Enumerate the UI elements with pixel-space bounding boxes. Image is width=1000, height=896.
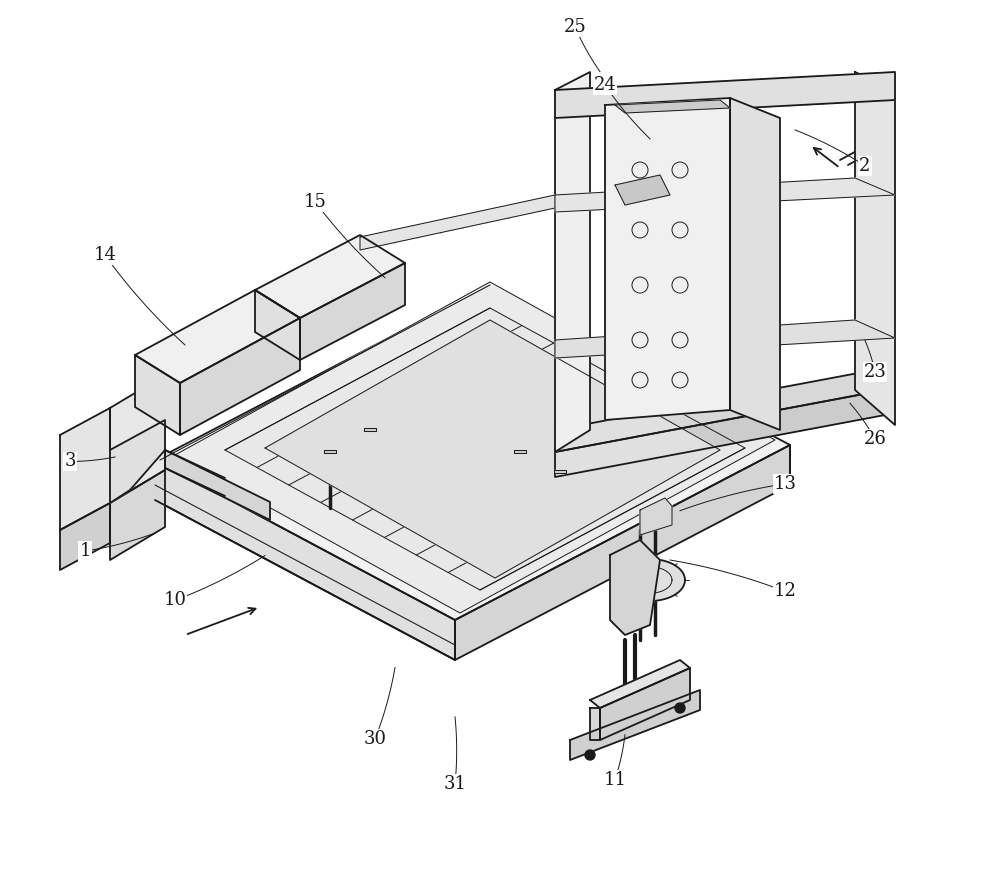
Polygon shape bbox=[855, 72, 895, 425]
Polygon shape bbox=[555, 368, 885, 452]
Polygon shape bbox=[640, 498, 672, 535]
Text: 30: 30 bbox=[364, 730, 386, 748]
Polygon shape bbox=[590, 660, 690, 708]
Polygon shape bbox=[605, 98, 730, 420]
Polygon shape bbox=[555, 72, 895, 118]
Polygon shape bbox=[555, 320, 895, 358]
Polygon shape bbox=[255, 235, 405, 318]
Text: 13: 13 bbox=[774, 475, 796, 493]
Polygon shape bbox=[135, 290, 300, 383]
Circle shape bbox=[675, 703, 685, 713]
Polygon shape bbox=[60, 408, 110, 530]
Polygon shape bbox=[165, 450, 270, 520]
Text: 26: 26 bbox=[864, 430, 886, 448]
Text: 1: 1 bbox=[79, 542, 91, 560]
Polygon shape bbox=[730, 98, 780, 430]
Polygon shape bbox=[514, 450, 526, 453]
Text: 11: 11 bbox=[604, 771, 626, 788]
Circle shape bbox=[585, 750, 595, 760]
Polygon shape bbox=[590, 708, 600, 740]
Polygon shape bbox=[110, 375, 165, 503]
Polygon shape bbox=[555, 390, 885, 477]
Polygon shape bbox=[225, 308, 745, 590]
Polygon shape bbox=[300, 263, 405, 360]
Polygon shape bbox=[135, 355, 180, 435]
Polygon shape bbox=[360, 195, 555, 250]
Polygon shape bbox=[600, 668, 690, 740]
Polygon shape bbox=[364, 428, 376, 431]
Polygon shape bbox=[615, 559, 685, 601]
Polygon shape bbox=[255, 290, 300, 360]
Polygon shape bbox=[610, 540, 660, 635]
Text: 24: 24 bbox=[594, 76, 616, 94]
Text: 14: 14 bbox=[94, 246, 116, 264]
Polygon shape bbox=[615, 175, 670, 205]
Polygon shape bbox=[265, 320, 720, 578]
Polygon shape bbox=[155, 460, 455, 660]
Polygon shape bbox=[455, 445, 790, 660]
Polygon shape bbox=[324, 450, 336, 453]
Polygon shape bbox=[555, 178, 895, 212]
Text: 12: 12 bbox=[774, 582, 796, 600]
Text: 15: 15 bbox=[304, 193, 326, 211]
Polygon shape bbox=[155, 285, 790, 620]
Text: 10: 10 bbox=[164, 591, 186, 609]
Polygon shape bbox=[180, 318, 300, 435]
Text: 3: 3 bbox=[64, 452, 76, 470]
Polygon shape bbox=[555, 72, 590, 452]
Polygon shape bbox=[175, 282, 775, 613]
Polygon shape bbox=[570, 690, 700, 760]
Text: 23: 23 bbox=[864, 363, 886, 381]
Polygon shape bbox=[110, 420, 165, 503]
Text: 31: 31 bbox=[444, 775, 466, 793]
Polygon shape bbox=[615, 100, 730, 113]
Polygon shape bbox=[60, 503, 110, 570]
Text: 2: 2 bbox=[859, 157, 871, 175]
Polygon shape bbox=[554, 470, 566, 473]
Polygon shape bbox=[110, 470, 165, 560]
Text: 25: 25 bbox=[564, 18, 586, 36]
